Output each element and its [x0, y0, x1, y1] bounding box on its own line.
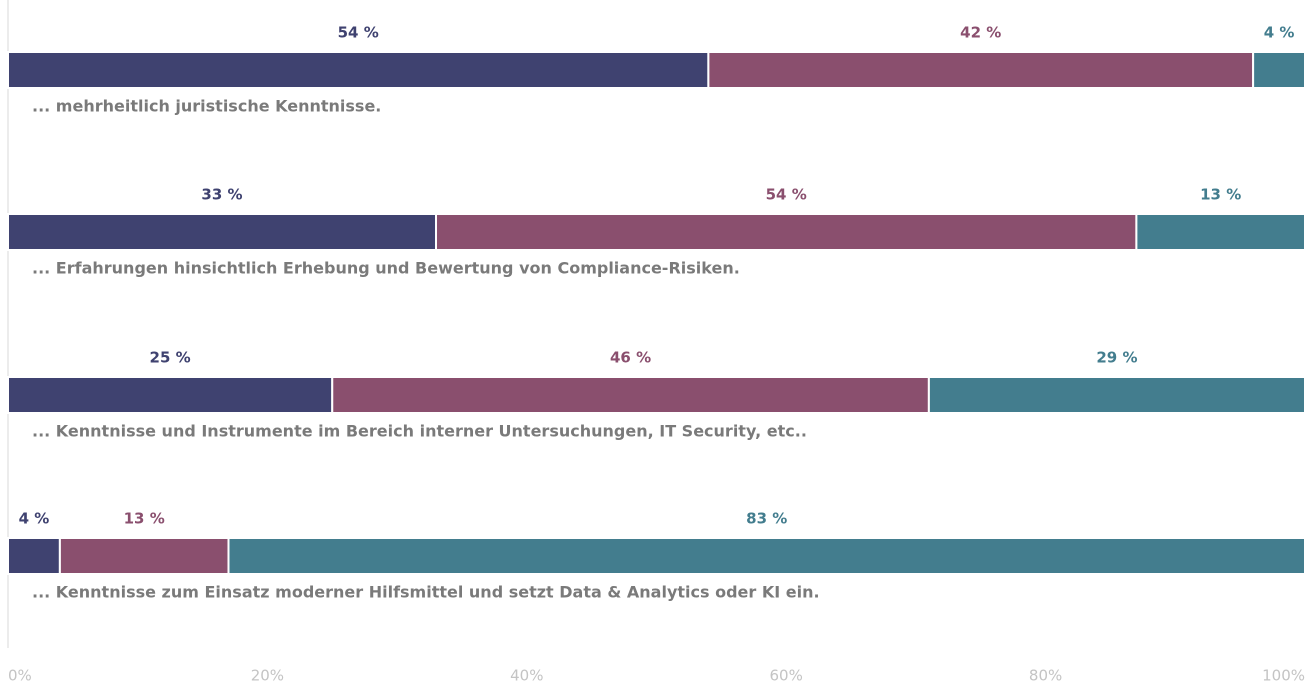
x-tick-label: 100%: [1262, 667, 1305, 684]
bar-segment: [7, 51, 710, 89]
value-label: 54 %: [766, 186, 807, 204]
value-label: 13 %: [124, 510, 165, 528]
value-label: 4 %: [1264, 24, 1295, 42]
value-label: 29 %: [1096, 349, 1137, 367]
value-label: 54 %: [338, 24, 379, 42]
value-label: 13 %: [1200, 186, 1241, 204]
bar-segment: [927, 376, 1305, 414]
category-label: ... Kenntnisse und Instrumente im Bereic…: [32, 422, 807, 441]
bar-segment: [58, 537, 230, 575]
bar-segment: [331, 376, 930, 414]
value-label: 25 %: [150, 349, 191, 367]
category-label: ... Kenntnisse zum Einsatz moderner Hilf…: [32, 583, 820, 602]
x-tick-label: 20%: [251, 667, 284, 684]
bar-segment: [227, 537, 1305, 575]
value-label: 4 %: [19, 510, 50, 528]
category-label: ... Erfahrungen hinsichtlich Erhebung un…: [32, 259, 740, 278]
value-label: 46 %: [610, 349, 651, 367]
value-label: 33 %: [201, 186, 242, 204]
bar-segment: [7, 537, 61, 575]
x-tick-label: 40%: [510, 667, 543, 684]
bar-segment: [435, 213, 1138, 251]
value-label: 83 %: [746, 510, 787, 528]
x-tick-label: 0%: [8, 667, 32, 684]
x-tick-label: 60%: [770, 667, 803, 684]
bar-segment: [7, 213, 438, 251]
x-tick-label: 80%: [1029, 667, 1062, 684]
value-label: 42 %: [960, 24, 1001, 42]
bar-segment: [1252, 51, 1305, 89]
category-label: ... mehrheitlich juristische Kenntnisse.: [32, 97, 381, 116]
bar-segment: [7, 376, 334, 414]
bar-segment: [707, 51, 1255, 89]
bar-segment: [1135, 213, 1305, 251]
